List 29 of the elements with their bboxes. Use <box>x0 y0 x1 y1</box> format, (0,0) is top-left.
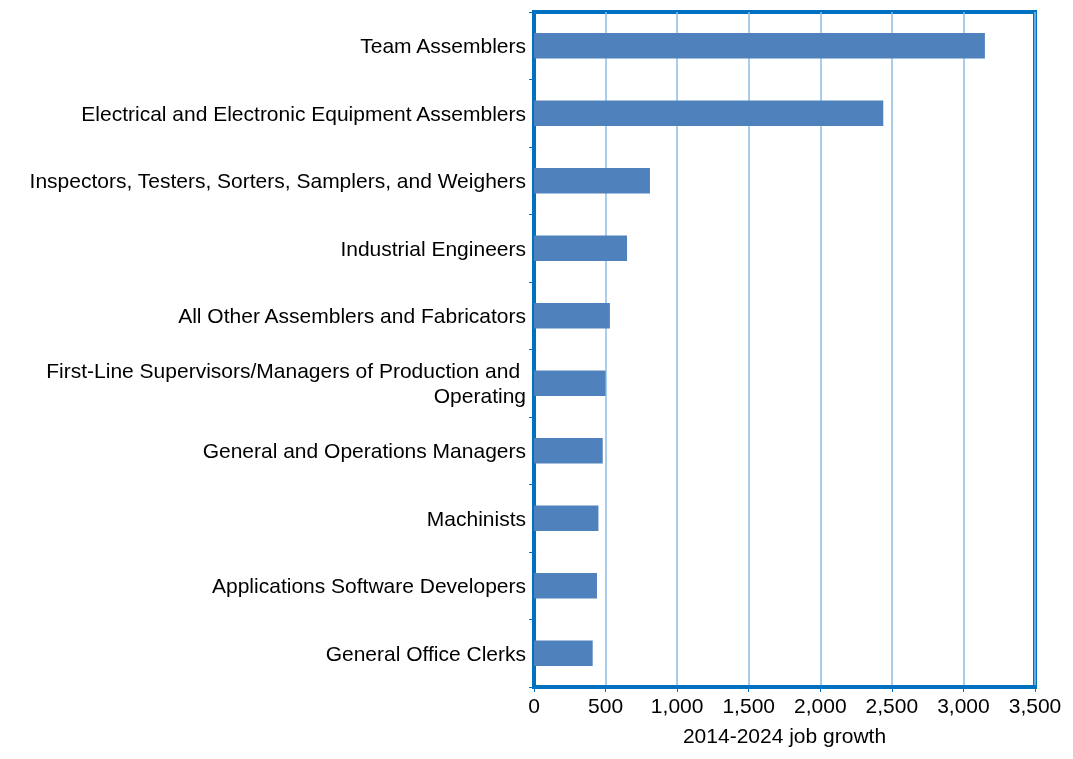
bar <box>534 235 628 262</box>
x-tick-label: 2,500 <box>865 694 919 717</box>
bar <box>534 505 599 532</box>
bar <box>534 167 650 194</box>
bar <box>534 437 603 464</box>
y-tick-label: Electrical and Electronic Equipment Assemblers <box>81 101 526 125</box>
y-tick-label: General and Operations Managers <box>202 439 526 463</box>
x-tick-label: 2,000 <box>794 694 847 717</box>
y-tick-label: Machinists <box>426 506 526 530</box>
y-tick-label: Applications Software Developers <box>212 574 526 598</box>
bar <box>534 370 606 397</box>
y-tick-label: Team Assemblers <box>360 34 526 58</box>
y-tick-label: First-Line Supervisors/Managers of Production and Operating <box>46 359 526 408</box>
y-tick-label: Industrial Engineers <box>340 236 526 260</box>
x-tick-label: 0 <box>528 694 540 717</box>
bar <box>534 32 985 59</box>
x-tick-label: 3,500 <box>1008 694 1062 717</box>
x-tick-label: 500 <box>588 694 624 717</box>
y-tick-label: General Office Clerks <box>325 641 526 665</box>
x-tick-label: 3,000 <box>937 694 990 717</box>
x-axis-title: 2014-2024 job growth <box>682 724 887 747</box>
bar <box>534 572 597 599</box>
bar <box>534 302 610 329</box>
x-tick-label: 1,500 <box>722 694 775 717</box>
y-tick-label: All Other Assemblers and Fabricators <box>178 304 526 328</box>
x-tick-label: 1,000 <box>650 694 704 717</box>
bar <box>534 100 884 127</box>
bar <box>534 640 593 667</box>
y-tick-label: Inspectors, Testers, Sorters, Samplers, and Weighers <box>29 169 526 193</box>
